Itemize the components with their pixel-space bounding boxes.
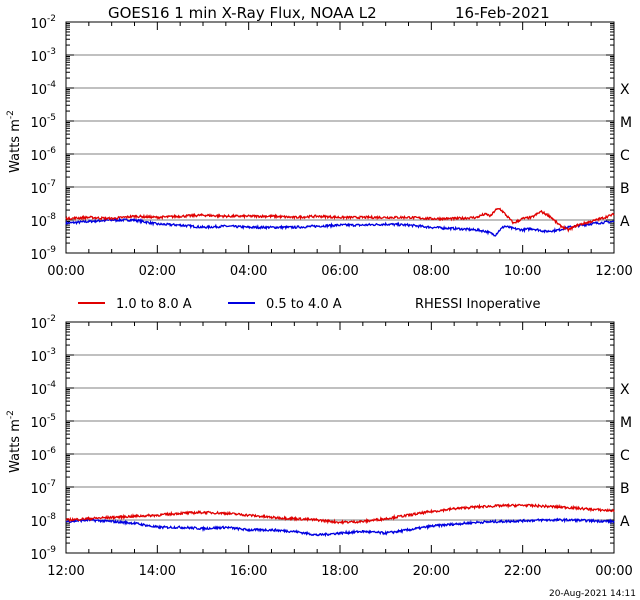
y-tick-label: 10-3 bbox=[30, 347, 56, 365]
x-tick-label: 22:00 bbox=[504, 564, 541, 579]
flare-class-label: M bbox=[620, 115, 632, 131]
x-tick-label: 08:00 bbox=[413, 264, 450, 279]
flare-class-label: C bbox=[620, 148, 630, 164]
y-tick-label: 10-6 bbox=[30, 146, 56, 164]
flare-class-label: A bbox=[620, 214, 630, 230]
y-tick-label: 10-8 bbox=[30, 512, 56, 530]
y-tick-label: 10-2 bbox=[30, 314, 56, 332]
y-tick-label: 10-5 bbox=[30, 413, 56, 431]
x-tick-label: 10:00 bbox=[504, 264, 541, 279]
chart-title: GOES16 1 min X-Ray Flux, NOAA L2 bbox=[108, 4, 377, 22]
legend-note: RHESSI Inoperative bbox=[415, 297, 540, 312]
series-long-line bbox=[65, 502, 615, 525]
x-tick-label: 16:00 bbox=[230, 564, 267, 579]
x-tick-label: 00:00 bbox=[595, 564, 632, 579]
x-tick-label: 06:00 bbox=[321, 264, 358, 279]
y-axis-label: Watts m-2 bbox=[6, 410, 23, 473]
series-long-line bbox=[65, 207, 615, 233]
flare-class-label: A bbox=[620, 514, 630, 530]
flare-class-label: B bbox=[620, 181, 630, 197]
y-tick-label: 10-5 bbox=[30, 113, 56, 131]
legend-long-label: 1.0 to 8.0 A bbox=[116, 297, 192, 312]
x-tick-label: 12:00 bbox=[595, 264, 632, 279]
y-axis-label: Watts m-2 bbox=[6, 110, 23, 173]
flare-class-label: B bbox=[620, 481, 630, 497]
y-tick-label: 10-3 bbox=[30, 47, 56, 65]
y-tick-label: 10-2 bbox=[30, 14, 56, 32]
flare-class-label: M bbox=[620, 415, 632, 431]
y-tick-label: 10-4 bbox=[30, 380, 56, 398]
top-panel: 10-2 10-3 10-4 10-5 10-6 10-7 10-8 10-9 Watts m-… bbox=[6, 14, 633, 279]
x-tick-label: 04:00 bbox=[230, 264, 267, 279]
footer-timestamp: 20-Aug-2021 14:11 bbox=[549, 589, 636, 599]
x-tick-label: 00:00 bbox=[47, 264, 84, 279]
y-tick-label: 10-6 bbox=[30, 446, 56, 464]
x-tick-label: 14:00 bbox=[139, 564, 176, 579]
flare-class-label: X bbox=[620, 82, 630, 98]
x-tick-label: 12:00 bbox=[47, 564, 84, 579]
flare-class-label: C bbox=[620, 448, 630, 464]
y-tick-label: 10-8 bbox=[30, 212, 56, 230]
series-short-line bbox=[65, 216, 615, 237]
x-tick-label: 20:00 bbox=[413, 564, 450, 579]
series-short-line bbox=[65, 517, 615, 538]
x-tick-label: 02:00 bbox=[139, 264, 176, 279]
legend: 1.0 to 8.0 A 0.5 to 4.0 A RHESSI Inopera… bbox=[78, 297, 540, 312]
y-tick-label: 10-9 bbox=[30, 545, 56, 563]
chart-date: 16-Feb-2021 bbox=[455, 4, 550, 22]
flare-class-label: X bbox=[620, 382, 630, 398]
y-tick-label: 10-4 bbox=[30, 80, 56, 98]
legend-short-label: 0.5 to 4.0 A bbox=[266, 297, 342, 312]
y-tick-label: 10-7 bbox=[30, 179, 56, 197]
bottom-panel: 10-2 10-3 10-4 10-5 10-6 10-7 10-8 10-9 Watts m-… bbox=[6, 314, 633, 579]
x-tick-label: 18:00 bbox=[321, 564, 358, 579]
plot-frame bbox=[65, 321, 615, 554]
y-tick-label: 10-9 bbox=[30, 245, 56, 263]
y-tick-label: 10-7 bbox=[30, 479, 56, 497]
